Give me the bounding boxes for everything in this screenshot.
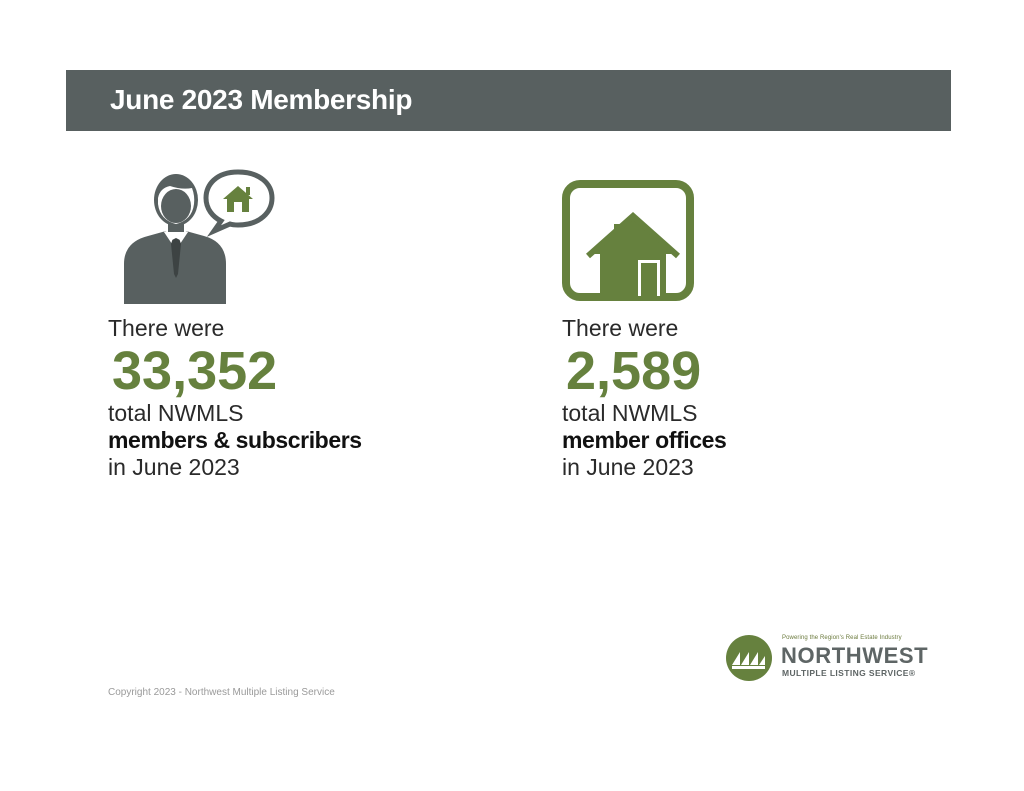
logo-tagline: Powering the Region's Real Estate Indust… <box>782 635 902 641</box>
offices-line2: member offices <box>562 427 727 453</box>
person-with-house-speech-bubble-icon <box>124 169 275 304</box>
page-title: June 2023 Membership <box>110 84 413 115</box>
offices-line1: total NWMLS <box>562 400 698 426</box>
members-intro: There were <box>108 315 225 341</box>
members-stat: There were 33,352 total NWMLS members & … <box>108 314 468 481</box>
logo-subtitle: MULTIPLE LISTING SERVICE® <box>782 668 916 678</box>
members-count: 33,352 <box>112 341 278 401</box>
copyright-text: Copyright 2023 - Northwest Multiple List… <box>108 687 335 698</box>
header-bar: June 2023 Membership <box>66 70 951 131</box>
offices-line3: in June 2023 <box>562 454 694 480</box>
offices-count: 2,589 <box>566 341 702 401</box>
offices-stat: There were 2,589 total NWMLS member offi… <box>562 314 922 481</box>
nwmls-logo-icon <box>726 635 772 681</box>
members-line1: total NWMLS <box>108 400 244 426</box>
offices-intro: There were <box>562 315 679 341</box>
members-line2: members & subscribers <box>108 427 362 453</box>
logo-name: NORTHWEST <box>781 643 929 668</box>
house-in-square-icon <box>562 180 694 301</box>
members-line3: in June 2023 <box>108 454 240 480</box>
nwmls-logo: Powering the Region's Real Estate Indust… <box>726 634 936 682</box>
